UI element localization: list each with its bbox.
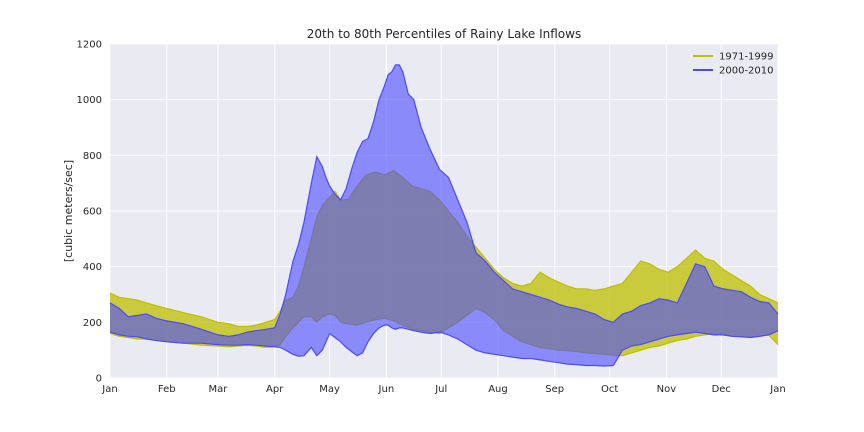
x-tick-label: Sep — [545, 384, 564, 395]
x-tick-label: Dec — [712, 384, 731, 395]
legend: 1971-1999 2000-2010 — [693, 52, 774, 77]
y-tick-label: 800 — [83, 151, 102, 162]
x-tick-label: Jan — [769, 384, 785, 395]
y-tick-label: 600 — [83, 207, 102, 218]
x-tick-label: Nov — [657, 384, 677, 395]
x-tick-labels: Jan Feb Mar Apr May Jun Jul Aug Sep Oct Nov Dec Jan — [101, 384, 785, 395]
x-tick-label: May — [319, 384, 340, 395]
x-tick-label: Jul — [434, 384, 447, 395]
chart-title: 20th to 80th Percentiles of Rainy Lake I… — [307, 27, 581, 41]
lower-line-2000-2010 — [109, 324, 779, 367]
y-tick-label: 1000 — [77, 95, 102, 106]
upper-line-2000-2010 — [109, 64, 779, 337]
y-tick-label: 1200 — [77, 40, 102, 51]
x-tick-label: Jan — [101, 384, 117, 395]
area-2000-2010 — [110, 64, 778, 367]
x-tick-label: Oct — [601, 384, 618, 395]
x-tick-label: Mar — [209, 384, 229, 395]
lower-line-1971-1999 — [109, 307, 779, 357]
y-tick-label: 0 — [96, 374, 102, 385]
x-tick-label: Aug — [488, 384, 508, 395]
x-tick-label: Feb — [158, 384, 176, 395]
x-tick-label: Apr — [266, 384, 284, 395]
series-areas — [109, 64, 779, 367]
legend-label: 2000-2010 — [719, 66, 774, 77]
x-tick-label: Jun — [378, 384, 395, 395]
y-tick-label: 400 — [83, 262, 102, 273]
y-tick-labels: 0 200 400 600 800 1000 1200 — [77, 40, 102, 385]
legend-label: 1971-1999 — [719, 52, 774, 63]
y-axis-label: [cubic meters/sec] — [62, 160, 75, 262]
y-tick-label: 200 — [83, 318, 102, 329]
